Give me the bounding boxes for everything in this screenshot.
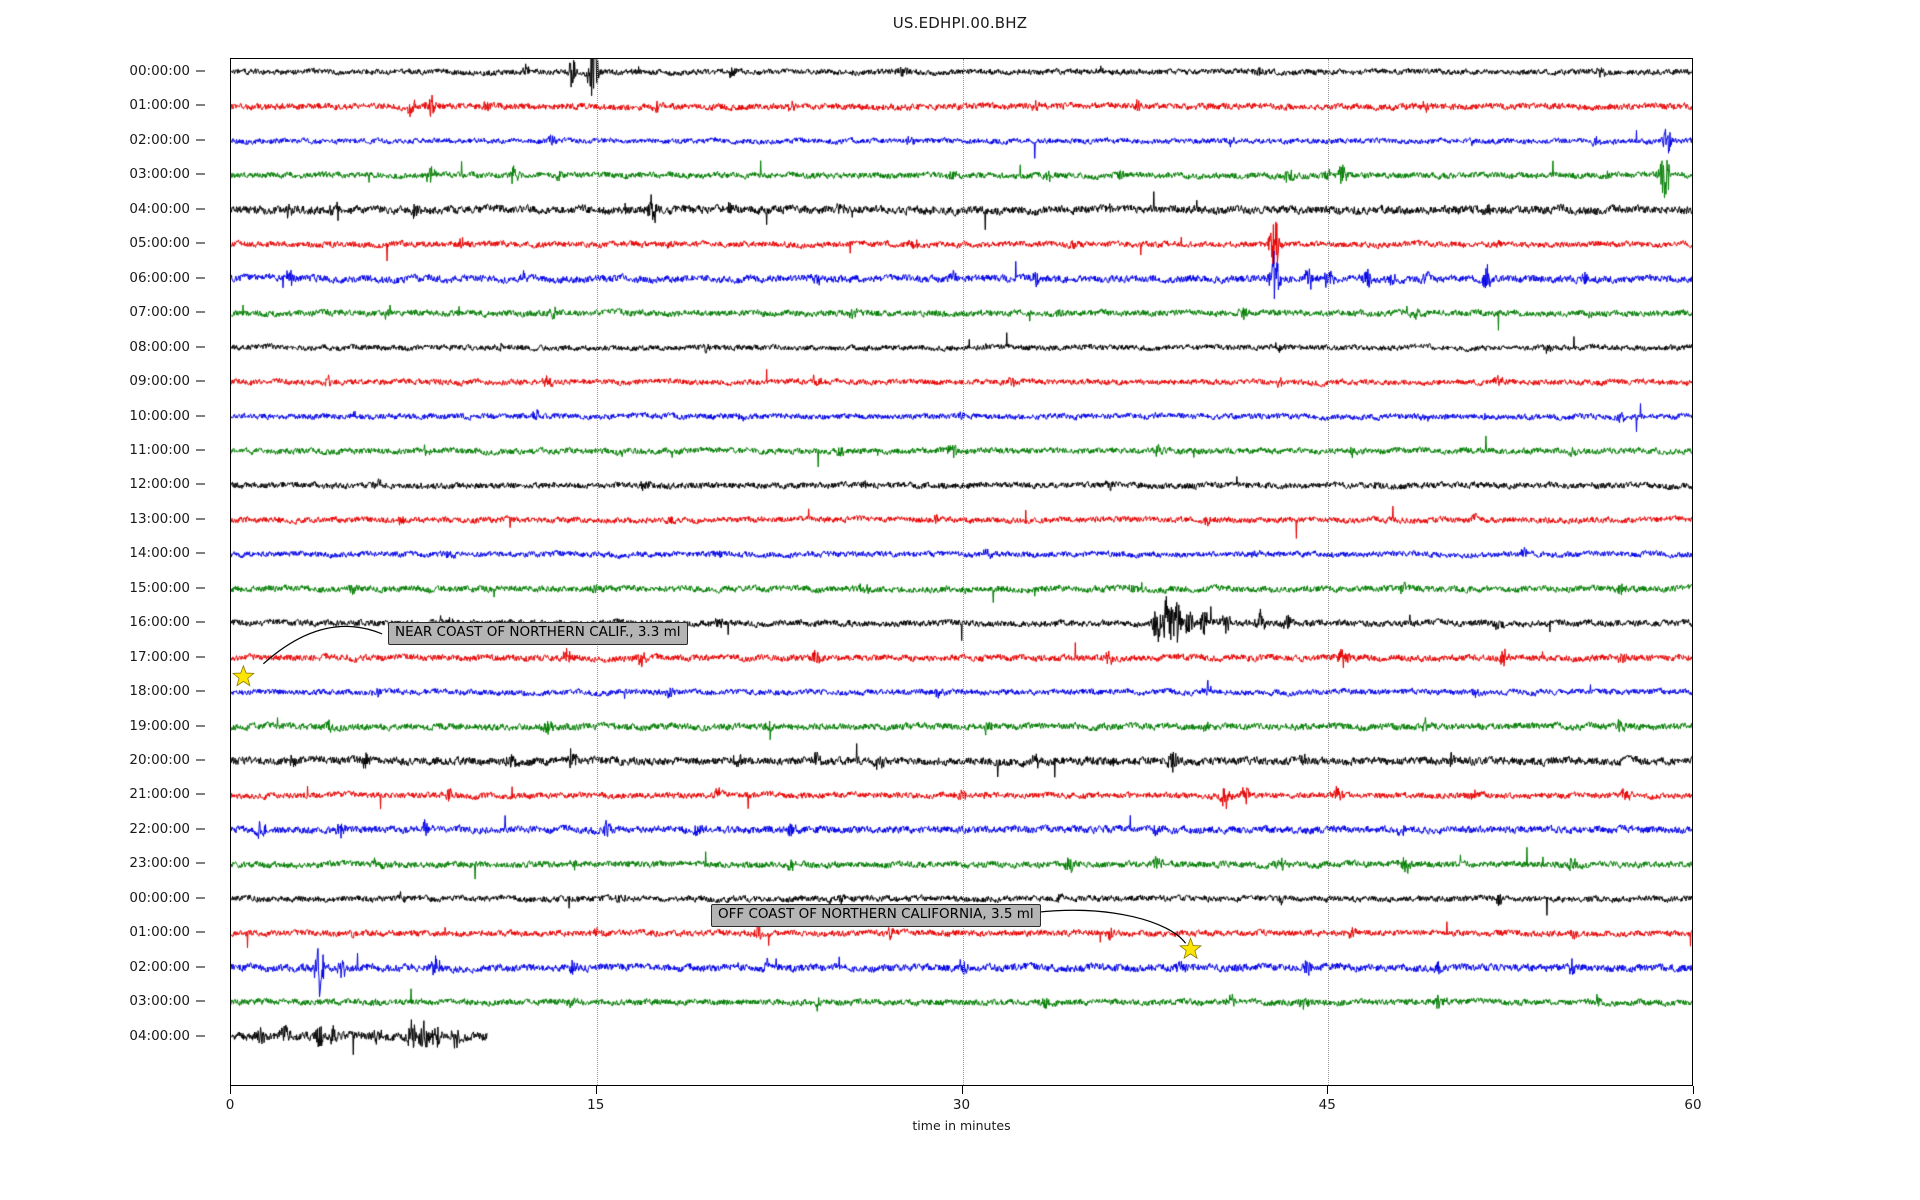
y-tick-label: 23:00:00 (129, 855, 190, 872)
y-tick-mark (196, 483, 205, 485)
y-tick-label: 02:00:00 (129, 958, 190, 975)
y-tick-label: 17:00:00 (129, 648, 190, 665)
y-tick-label: 20:00:00 (129, 752, 190, 768)
page-title: US.EDHPI.00.BHZ (892, 14, 1028, 32)
y-tick-mark (196, 311, 205, 313)
y-tick-label: 16:00:00 (129, 614, 190, 631)
y-tick-label: 10:00:00 (129, 407, 190, 424)
y-tick-mark (196, 449, 205, 451)
y-tick-mark (196, 587, 205, 589)
y-tick-mark (196, 621, 205, 623)
y-tick-mark (196, 725, 205, 727)
y-tick-mark (196, 862, 205, 864)
y-tick-label: 09:00:00 (129, 373, 190, 390)
y-tick-mark (196, 415, 205, 416)
y-tick-label: 18:00:00 (129, 683, 190, 700)
y-tick-label: 03:00:00 (129, 166, 190, 183)
y-tick-label: 06:00:00 (129, 269, 190, 286)
y-tick-label: 05:00:00 (129, 235, 190, 252)
x-tick-label: 0 (225, 1097, 235, 1113)
y-tick-label: 00:00:00 (129, 889, 190, 906)
x-tick-mark (230, 1086, 231, 1094)
y-tick-mark (196, 656, 205, 658)
y-tick-mark (196, 759, 205, 761)
y-tick-label: 21:00:00 (129, 786, 190, 803)
y-tick-mark (196, 552, 205, 554)
y-tick-label: 04:00:00 (129, 1027, 190, 1044)
annotation-near-coast[interactable]: NEAR COAST OF NORTHERN CALIF., 3.3 ml (388, 622, 688, 645)
x-tick-label: 45 (1318, 1097, 1336, 1113)
y-tick-mark (196, 966, 205, 968)
y-tick-label: 01:00:00 (129, 924, 190, 941)
y-tick-label: 12:00:00 (129, 476, 190, 493)
y-tick-mark (196, 139, 205, 141)
y-tick-label: 02:00:00 (129, 131, 190, 148)
y-tick-label: 03:00:00 (129, 993, 190, 1010)
x-tick-label: 30 (952, 1097, 971, 1113)
x-tick-mark (961, 1086, 963, 1094)
x-tick-mark (595, 1086, 597, 1094)
x-tick-mark (1327, 1086, 1329, 1094)
y-tick-mark (196, 208, 205, 210)
y-tick-mark (196, 70, 205, 72)
y-tick-mark (196, 380, 205, 382)
y-tick-label: 19:00:00 (129, 717, 190, 734)
seismic-traces-canvas (231, 59, 1692, 1085)
y-tick-label: 15:00:00 (129, 579, 190, 596)
seismogram-plot-area[interactable]: NEAR COAST OF NORTHERN CALIF., 3.3 ml OFF… (230, 58, 1693, 1086)
y-tick-mark (196, 173, 205, 175)
y-tick-mark (196, 897, 205, 899)
x-axis: 0 15 30 45 60 (226, 1086, 1702, 1146)
y-tick-label: 13:00:00 (129, 510, 190, 527)
y-tick-label: 14:00:00 (129, 545, 190, 562)
y-tick-label: 22:00:00 (129, 820, 190, 837)
y-tick-label: 07:00:00 (129, 304, 190, 321)
y-tick-label: 04:00:00 (129, 200, 190, 217)
y-tick-mark (196, 277, 205, 279)
x-tick-mark (1693, 1086, 1694, 1094)
x-tick-label: 60 (1684, 1097, 1702, 1113)
y-tick-mark (196, 346, 205, 348)
y-tick-mark (196, 1000, 205, 1002)
y-tick-mark (196, 828, 205, 830)
y-tick-label: 01:00:00 (129, 97, 190, 114)
y-tick-mark (196, 690, 205, 692)
y-tick-mark (196, 242, 205, 244)
annotation-off-coast[interactable]: OFF COAST OF NORTHERN CALIFORNIA, 3.5 ml (711, 904, 1041, 927)
x-axis-title: time in minutes (912, 1118, 1011, 1133)
x-tick-label: 15 (587, 1097, 605, 1113)
y-axis-labels: 00:00:00 01:00:00 02:00:00 03:00:00 04:00:00… (0, 58, 230, 1086)
y-tick-mark (196, 518, 205, 520)
y-tick-mark (196, 931, 205, 933)
y-tick-label: 00:00:00 (129, 63, 190, 79)
y-tick-mark (196, 104, 205, 106)
y-tick-mark (196, 1035, 205, 1037)
y-tick-label: 11:00:00 (129, 441, 190, 458)
y-tick-label: 08:00:00 (129, 338, 190, 355)
y-tick-mark (196, 793, 205, 795)
